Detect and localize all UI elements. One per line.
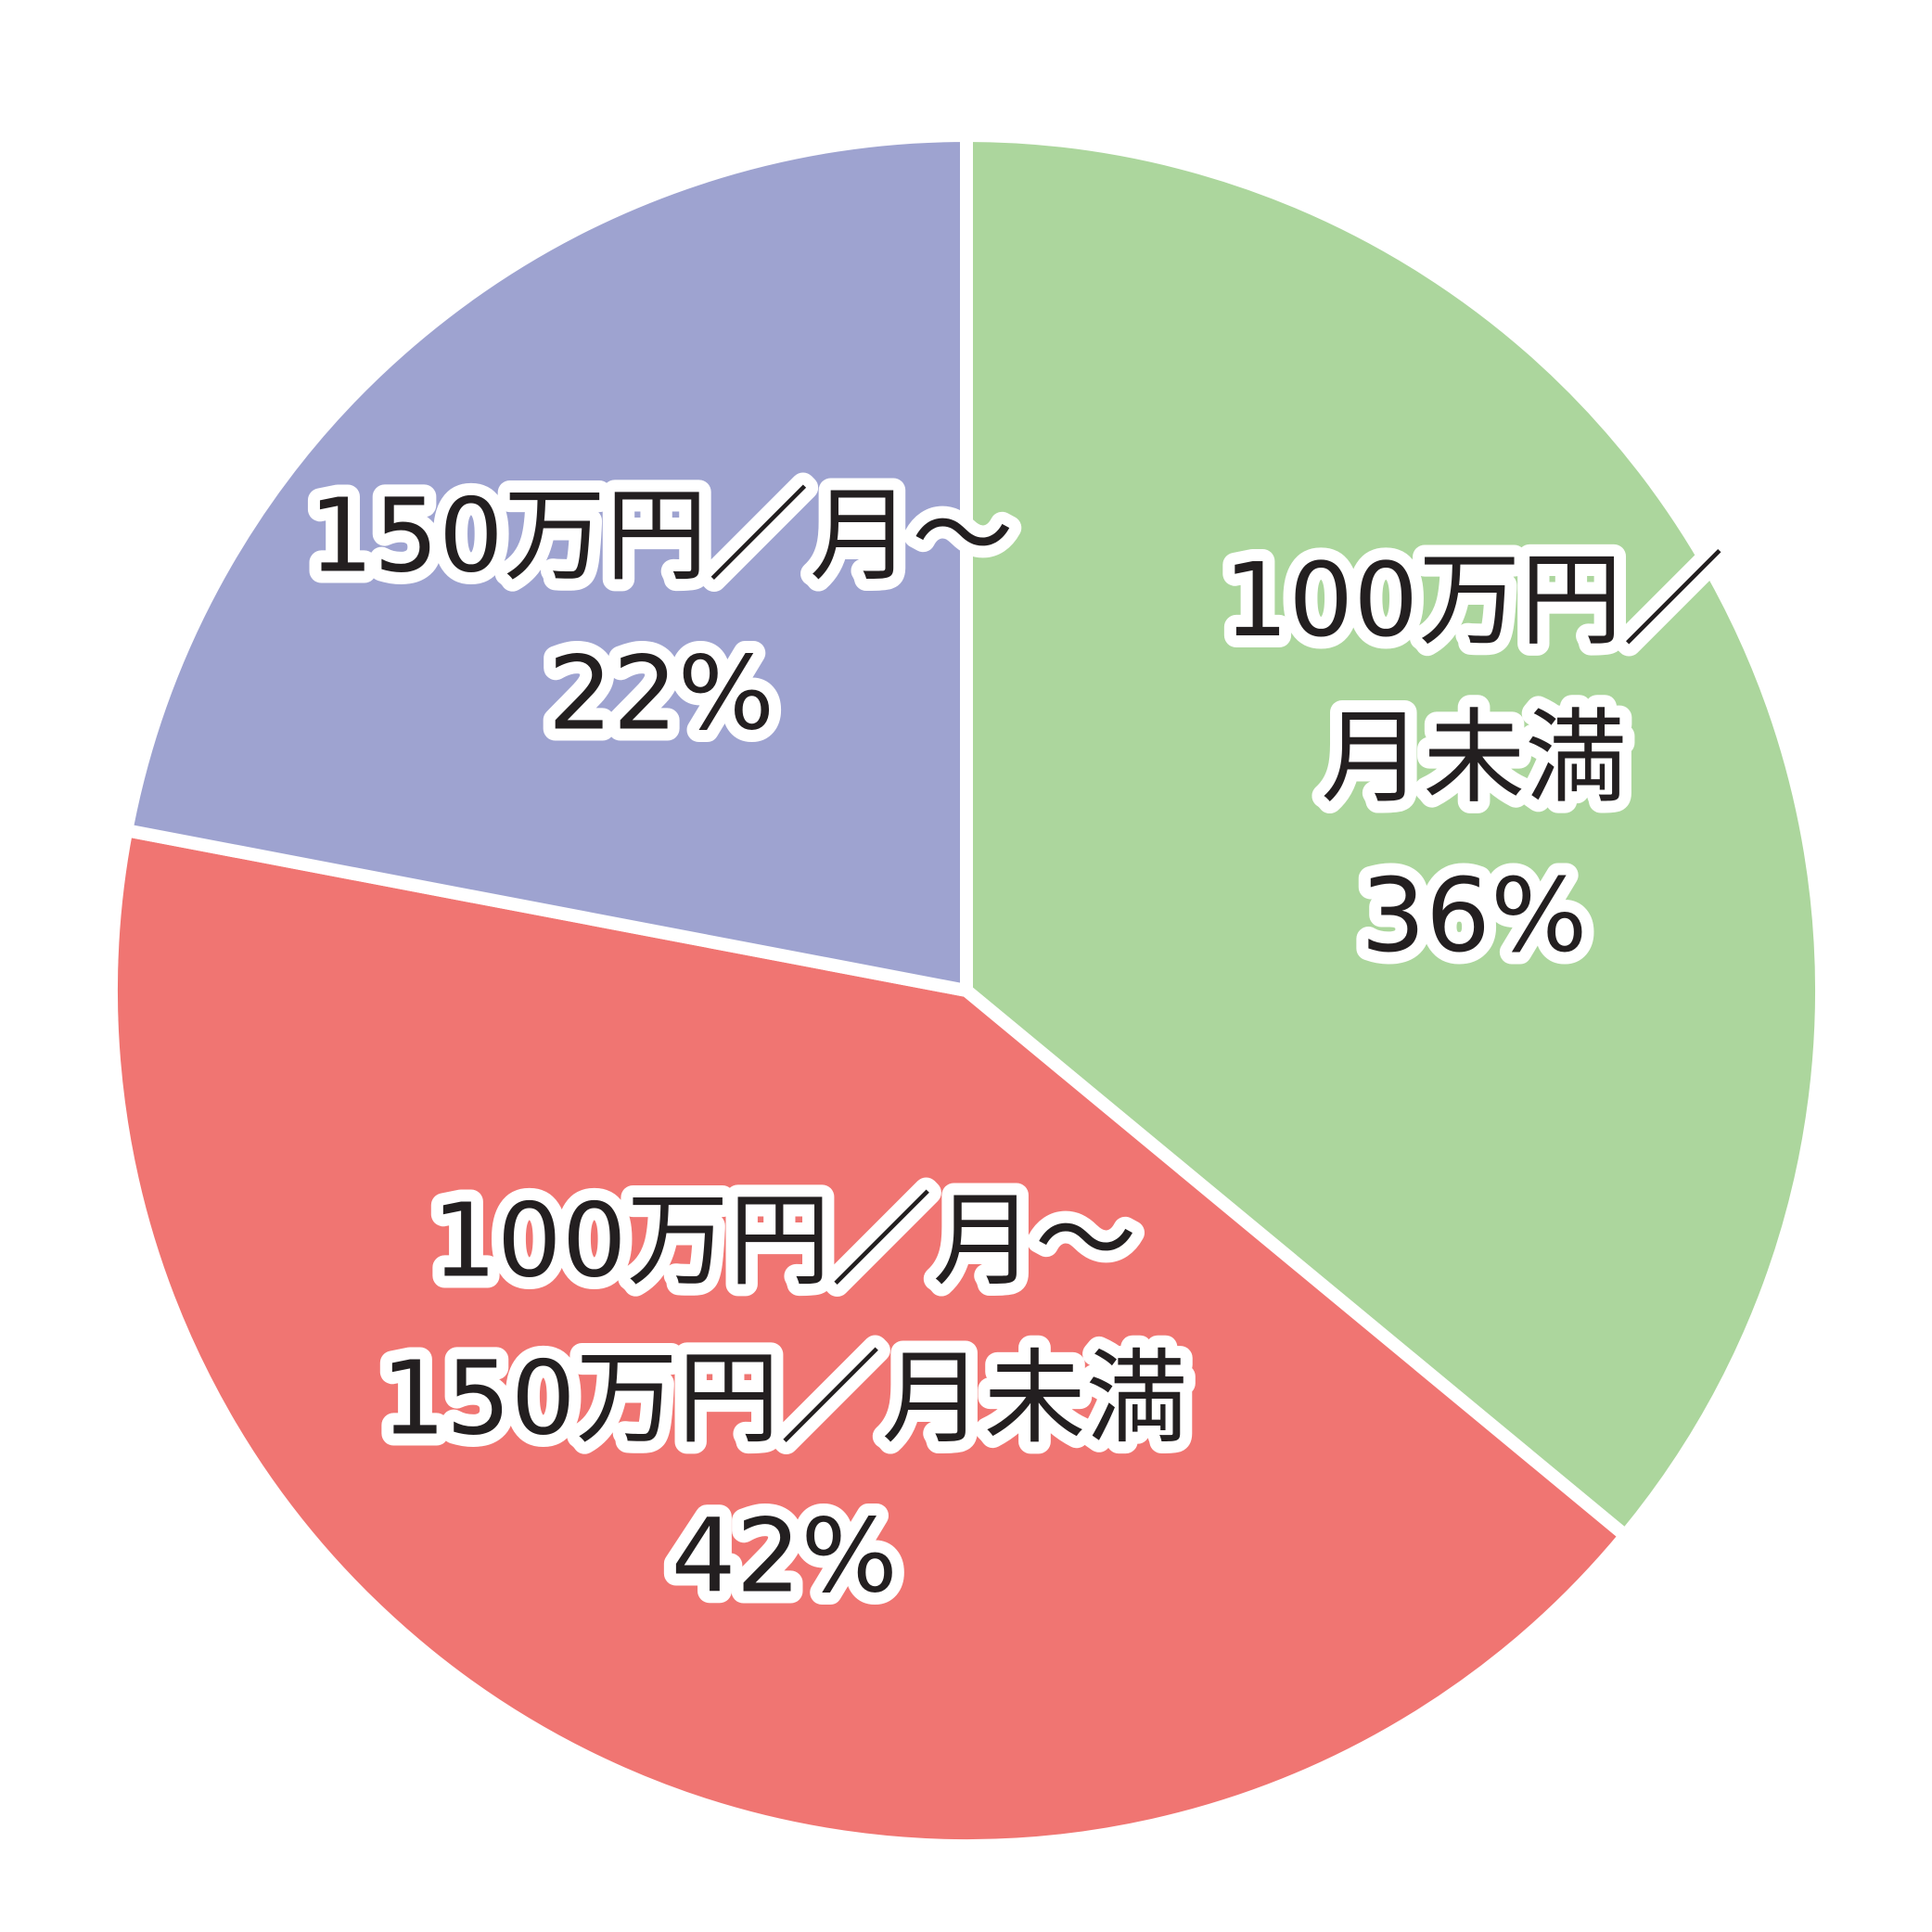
slice-1-label-line-1: 100万円／ [1223,541,1724,659]
pie-slice-3 [119,128,973,999]
slice-2-label-line-1: 100万円／月〜 [432,1181,1137,1299]
slice-3-label-line-1: 150万円／月〜 [309,476,1014,595]
labels-layer: 100万円／ 月未満 36% 100万円／月〜 150万円／月未満 42% 150万円／月〜… [297,464,1736,1627]
pie-slice-2 [105,823,1635,1852]
pie-slice-1 [960,128,1828,1545]
slice-1-label-line-2: 月未満 [1321,698,1627,817]
slice-2-percent-label: 42% [671,1496,898,1615]
slice-3-percent-label: 22% [548,633,775,752]
slices-layer [105,128,1828,1852]
slice-2-label-line-2: 150万円／月未満 [381,1338,1188,1457]
slice-1-percent-label: 36% [1361,856,1588,975]
